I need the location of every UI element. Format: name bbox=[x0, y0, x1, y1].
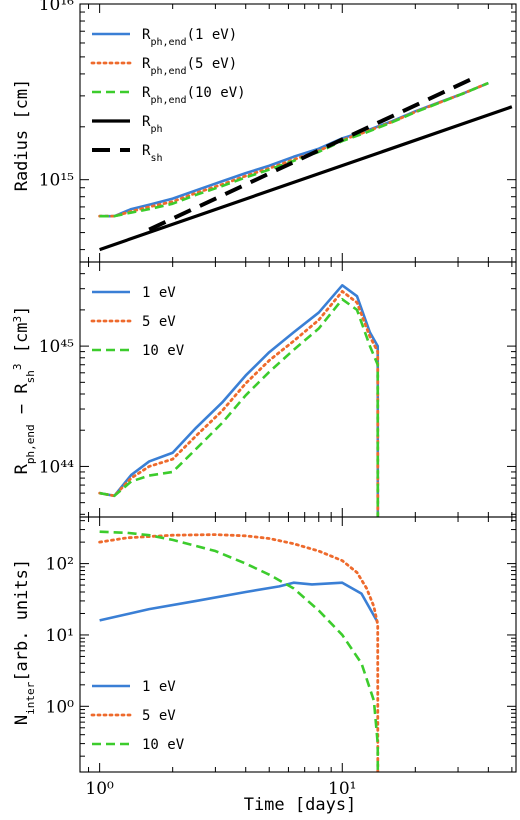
series-line-5-ev bbox=[98, 289, 380, 517]
panel-interaction-count: 10⁰ 10¹ 10² 10⁰ 10¹ 1 eV 5 eV 10 eV bbox=[46, 516, 517, 799]
series-line-1-ev bbox=[99, 581, 379, 624]
series-line-r-sh bbox=[148, 76, 476, 232]
series-line-5-ev bbox=[98, 533, 380, 772]
ylabel-interaction-count: Ninter[arb. units] bbox=[12, 559, 37, 725]
y-tick-label: 10¹ bbox=[46, 626, 74, 646]
panel-radius: 10¹⁵ 10¹⁶ Rph,end(1 eV) Rph,end(5 eV) Rph,en… bbox=[39, 0, 517, 263]
y-tick-label: 10¹⁵ bbox=[39, 171, 74, 191]
legend-entry: 1 eV bbox=[142, 285, 176, 301]
y-tick-label: 10⁴⁵ bbox=[39, 337, 74, 357]
series-group bbox=[98, 530, 380, 772]
panel-volume-difference: 10⁴⁴ 10⁴⁵ 1 eV 5 eV 10 eV bbox=[39, 261, 517, 518]
series-line-10-ev bbox=[99, 530, 380, 772]
legend-entry: Rph,end(1 eV) bbox=[142, 27, 237, 48]
y-tick-label: 10¹⁶ bbox=[39, 0, 74, 15]
series-group bbox=[98, 284, 380, 517]
y-tick-label: 10⁰ bbox=[46, 697, 75, 717]
series-line-r-ph bbox=[99, 105, 513, 252]
y-tick-label: 10² bbox=[46, 555, 74, 575]
ylabel-volume-difference: Rph,end − Rsh3 [cm3] bbox=[11, 306, 37, 475]
series-line-10-ev bbox=[99, 297, 380, 517]
legend-entry: 1 eV bbox=[142, 679, 176, 695]
legend-entry: Rph bbox=[142, 114, 162, 135]
x-tick-label: 10⁰ bbox=[85, 779, 114, 799]
legend-entry: Rsh bbox=[142, 143, 162, 164]
legend-entry: 10 eV bbox=[142, 343, 185, 359]
series-line-r-ph-end-10-ev- bbox=[99, 81, 489, 218]
legend-entry: 5 eV bbox=[142, 708, 176, 724]
x-tick-label: 10¹ bbox=[328, 779, 356, 799]
xlabel: Time [days] bbox=[244, 795, 357, 815]
legend-entry: 5 eV bbox=[142, 314, 176, 330]
plot-frame bbox=[79, 516, 517, 773]
legend-entry: Rph,end(10 eV) bbox=[142, 85, 246, 106]
ylabel-radius: Radius [cm] bbox=[12, 79, 32, 192]
legend-entry: Rph,end(5 eV) bbox=[142, 56, 237, 77]
series-line-1-ev bbox=[99, 284, 380, 517]
legend-entry: 10 eV bbox=[142, 737, 185, 753]
series-group bbox=[98, 76, 513, 252]
y-tick-label: 10⁴⁴ bbox=[39, 457, 74, 477]
